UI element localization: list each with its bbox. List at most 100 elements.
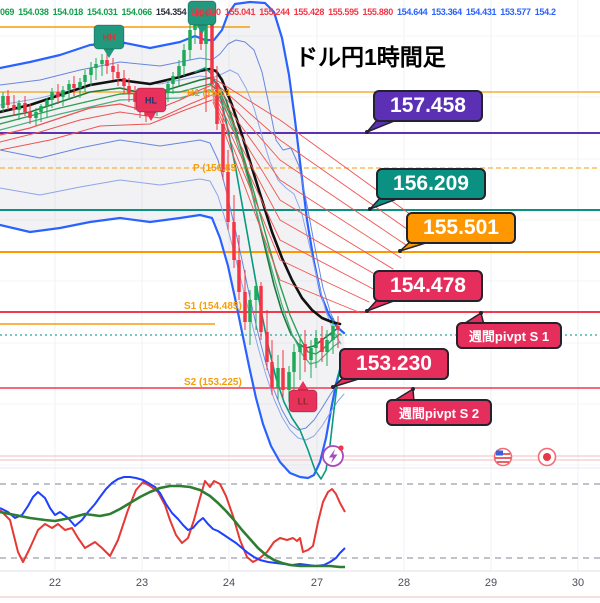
indicator-status-values: 069 154.038 154.018 154.031 154.066 154.354 15… — [0, 7, 600, 17]
x-axis-label: 23 — [135, 577, 149, 589]
x-axis-label: 24 — [222, 577, 236, 589]
status-value: 154.031 — [87, 7, 118, 17]
candle-body — [309, 348, 313, 360]
pivot-callout-bubble[interactable]: 週間pivpt S 2 — [386, 399, 492, 426]
candle-body — [270, 362, 274, 388]
fan-6 — [212, 95, 378, 292]
status-value: 155.595 — [328, 7, 359, 17]
pivot-level-text: S2 (153.225) — [184, 377, 242, 388]
candle-body — [232, 222, 236, 260]
candle-body — [39, 106, 43, 112]
bubble-anchor-dot — [365, 309, 369, 313]
candle-body — [83, 75, 87, 82]
fan-1 — [212, 80, 418, 237]
callout-anchor-dot — [411, 387, 415, 391]
status-value: 154.431 — [465, 7, 497, 17]
candle-body — [111, 66, 115, 72]
candle-body — [28, 112, 32, 118]
candle-body — [325, 340, 329, 352]
price-label-bubble[interactable]: 154.478 — [373, 270, 483, 302]
status-value: 155.428 — [293, 7, 325, 17]
bubble-anchor-dot — [368, 207, 372, 211]
pin-tail — [145, 111, 157, 121]
bubble-anchor-dot — [398, 249, 402, 253]
candle-body — [23, 103, 27, 112]
candle-body — [331, 326, 335, 340]
chart-pin-hl[interactable]: HL — [135, 87, 167, 121]
chart-pin-hh[interactable]: HH — [187, 0, 217, 34]
fan-8 — [212, 101, 362, 314]
candle-body — [254, 286, 258, 300]
pin-tail — [103, 48, 115, 58]
upper-bb — [0, 0, 346, 335]
candle-body — [78, 82, 82, 88]
status-value: 069 — [0, 7, 15, 17]
candle-body — [1, 96, 5, 108]
fan-2 — [212, 83, 410, 248]
status-value: 154.038 — [18, 7, 49, 17]
status-value: 155.244 — [259, 7, 290, 17]
chart-title: ドル円1時間足 — [295, 44, 446, 70]
pivot-level-text: P (156.85 — [193, 163, 237, 174]
status-value: 154.820 — [190, 7, 221, 17]
status-value: 154.2 — [534, 7, 556, 17]
candle-body — [34, 112, 38, 118]
candle-body — [133, 94, 137, 102]
status-value: 154.018 — [52, 7, 84, 17]
candle-body — [177, 66, 181, 76]
candle-body — [89, 68, 93, 75]
pin-label: HH — [103, 33, 116, 43]
pin-box — [187, 0, 217, 26]
pivot-callout-bubble[interactable]: 週間pivpt S 1 — [456, 322, 562, 349]
candle-body — [259, 286, 263, 332]
bubble-anchor-dot — [365, 130, 369, 134]
candle-body — [122, 78, 126, 86]
pivot-level-text: R1 (158.1 — [187, 88, 231, 99]
candle-body — [215, 84, 219, 124]
chart-pin-ll[interactable]: LL — [288, 381, 318, 413]
candle-body — [292, 352, 296, 372]
pin-box — [93, 24, 125, 50]
candle-body — [144, 110, 148, 116]
x-axis-label: 27 — [310, 577, 324, 589]
candle-body — [12, 105, 16, 110]
candle-body — [182, 50, 186, 66]
fan-4 — [212, 89, 394, 270]
status-value: 154.644 — [396, 7, 428, 17]
fan-3 — [212, 86, 402, 259]
inner-band-l2 — [0, 178, 345, 441]
candle-body — [237, 260, 241, 292]
price-label-bubble[interactable]: 155.501 — [406, 212, 516, 244]
pin-label: HL — [145, 96, 157, 106]
red-ma-1 — [0, 84, 213, 136]
pin-label: LL — [298, 397, 309, 407]
pin-tail — [196, 24, 208, 34]
pin-tail — [297, 381, 309, 391]
candle-body — [336, 326, 340, 330]
candle-body — [105, 60, 109, 66]
candle-body — [72, 84, 76, 88]
candle-body — [221, 124, 225, 172]
fan-7 — [212, 98, 370, 303]
x-axis-label: 28 — [397, 577, 411, 589]
price-label-bubble[interactable]: 157.458 — [373, 90, 483, 122]
x-axis-label: 29 — [484, 577, 498, 589]
candle-body — [265, 332, 269, 362]
status-value: 153.577 — [500, 7, 531, 17]
candle-body — [243, 292, 247, 322]
chart-pin-hh[interactable]: HH — [93, 24, 125, 58]
candle-body — [45, 100, 49, 106]
price-label-bubble[interactable]: 156.209 — [376, 168, 486, 200]
red-ma-2 — [0, 94, 213, 143]
status-value: 153.364 — [431, 7, 462, 17]
price-label-bubble[interactable]: 153.230 — [339, 348, 449, 380]
pin-box — [135, 87, 167, 113]
candle-body — [67, 84, 71, 90]
osc-red — [0, 480, 346, 563]
candle-body — [17, 103, 21, 110]
candle-body — [320, 338, 324, 352]
fan-5 — [212, 92, 386, 281]
candle-body — [127, 86, 131, 94]
x-axis-label: 30 — [571, 577, 585, 589]
